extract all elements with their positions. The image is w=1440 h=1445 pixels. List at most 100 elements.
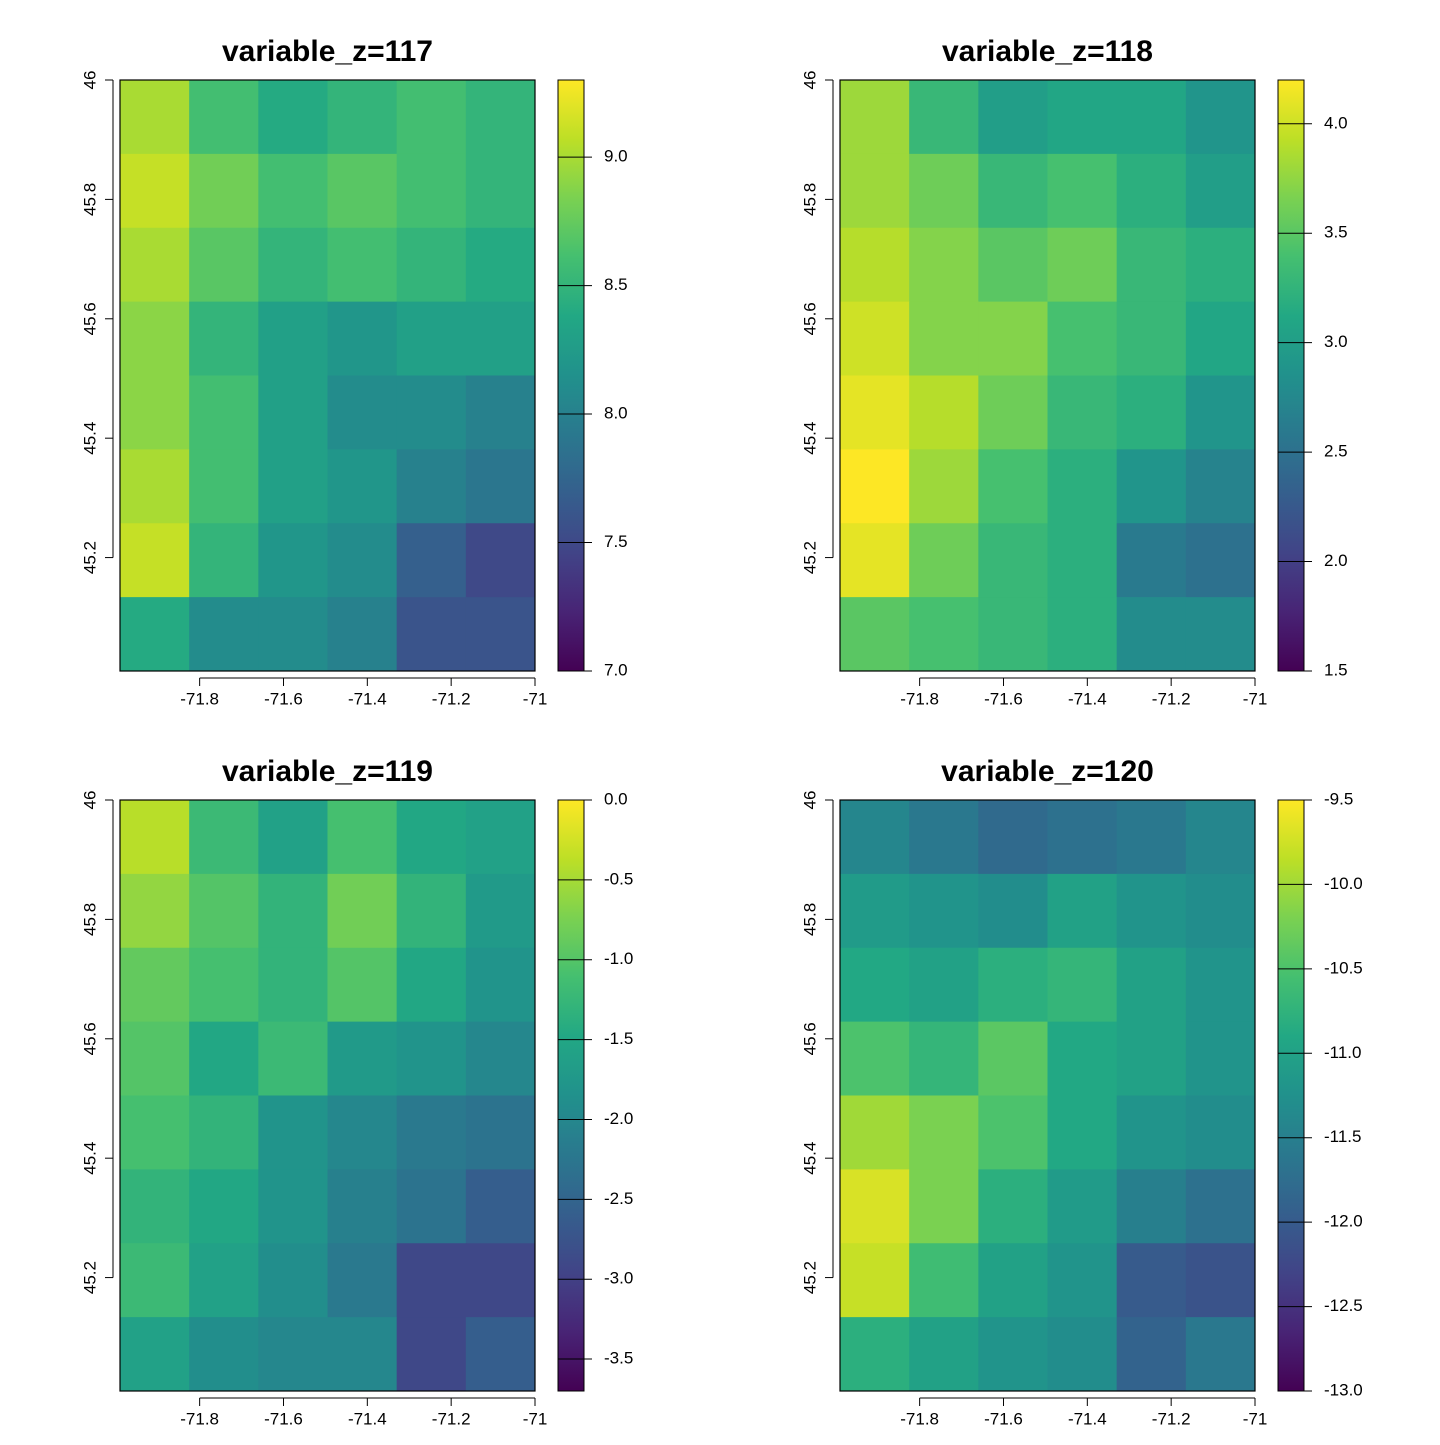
raster-cell [465, 301, 536, 376]
raster-cell [840, 800, 910, 875]
colorbar [557, 799, 585, 1392]
raster-cell [189, 80, 259, 155]
colorbar-tick-label: -9.5 [1324, 789, 1353, 808]
y-tick-label: 45.8 [800, 183, 819, 216]
raster-cell [258, 1169, 328, 1244]
raster-cell [978, 375, 1048, 450]
raster-cell [1047, 80, 1118, 155]
raster-cell [840, 449, 910, 524]
raster-cell [909, 597, 979, 672]
raster-cell [396, 375, 467, 450]
colorbar-tick-label: 7.0 [604, 660, 628, 679]
raster-cell [120, 1021, 190, 1096]
raster-cell [1047, 301, 1118, 376]
raster-cell [978, 523, 1048, 598]
raster-cell [1116, 523, 1187, 598]
raster-cell [396, 1095, 467, 1170]
raster-cell [1047, 947, 1118, 1023]
y-tick-label: 46 [80, 71, 99, 90]
raster-cell [258, 153, 328, 229]
colorbar-tick-label: -2.5 [604, 1189, 633, 1208]
raster-cell [258, 597, 328, 672]
raster-cell [1185, 947, 1256, 1023]
raster-cell [840, 80, 910, 155]
x-tick-label: -71.6 [264, 689, 303, 708]
raster-cell [1116, 80, 1187, 155]
raster-cell [978, 1317, 1048, 1392]
raster-cell [909, 1021, 979, 1096]
x-tick-label: -71.8 [900, 689, 939, 708]
x-tick-label: -71 [523, 1409, 548, 1428]
colorbar-tick-label: -1.5 [604, 1029, 633, 1048]
raster-cell [909, 523, 979, 598]
raster-cell [465, 947, 536, 1023]
raster-cell [1047, 449, 1118, 524]
x-tick-label: -71 [1243, 1409, 1268, 1428]
raster-cell [327, 597, 398, 672]
colorbar [557, 79, 585, 672]
raster-cell [1185, 80, 1256, 155]
raster-cell [258, 1021, 328, 1096]
colorbar-tick-label: -10.5 [1324, 958, 1363, 977]
x-tick-label: -71.8 [180, 1409, 219, 1428]
x-tick-label: -71.6 [984, 689, 1023, 708]
raster-cell [840, 301, 910, 376]
raster-cell [189, 227, 259, 303]
colorbar-tick-label: -12.5 [1324, 1296, 1363, 1315]
raster-cell [189, 301, 259, 376]
raster-cell [1185, 1169, 1256, 1244]
raster-cell [1047, 227, 1118, 303]
raster-cell [465, 800, 536, 875]
raster-cell [327, 449, 398, 524]
y-tick-label: 45.2 [800, 541, 819, 574]
raster-cell [189, 947, 259, 1023]
y-tick-label: 45.6 [80, 1022, 99, 1055]
raster-cell [189, 800, 259, 875]
colorbar-tick-label: -11.0 [1324, 1043, 1362, 1062]
raster-cell [465, 597, 536, 672]
raster-cell [978, 800, 1048, 875]
raster-cell [1116, 301, 1187, 376]
y-tick-label: 45.8 [80, 183, 99, 216]
x-tick-label: -71 [523, 689, 548, 708]
colorbar-tick-label: 1.5 [1324, 660, 1348, 679]
raster-cell [327, 227, 398, 303]
raster-cell [396, 153, 467, 229]
raster-cell [396, 597, 467, 672]
raster-cell [120, 1095, 190, 1170]
panel-title: variable_z=120 [941, 755, 1154, 788]
raster-cell [1047, 597, 1118, 672]
raster-cell [1185, 301, 1256, 376]
raster-cell [840, 153, 910, 229]
raster-cell [258, 227, 328, 303]
raster-cell [396, 523, 467, 598]
raster-cell [189, 1317, 259, 1392]
raster-cell [465, 523, 536, 598]
raster-cell [465, 873, 536, 949]
raster-cell [1116, 873, 1187, 949]
raster-cell [396, 873, 467, 949]
colorbar-tick-label: 2.0 [1324, 551, 1348, 570]
x-tick-label: -71.2 [1152, 689, 1191, 708]
raster-cell [120, 1169, 190, 1244]
raster-cell [327, 873, 398, 949]
raster-cell [120, 227, 190, 303]
x-tick-label: -71.4 [1068, 1409, 1107, 1428]
colorbar-tick-label: -13.0 [1324, 1380, 1363, 1399]
raster-cell [396, 800, 467, 875]
raster-cell [840, 1243, 910, 1318]
raster-cell [465, 449, 536, 524]
raster-cell [396, 80, 467, 155]
raster-cell [120, 800, 190, 875]
plot-frame [839, 79, 1256, 672]
raster-cell [189, 1243, 259, 1318]
raster-cell [909, 947, 979, 1023]
colorbar-tick-label: 4.0 [1324, 113, 1348, 132]
raster-cell [1047, 873, 1118, 949]
raster-cell [840, 597, 910, 672]
raster-cell [465, 1095, 536, 1170]
raster-cell [1047, 375, 1118, 450]
raster-cell [1116, 597, 1187, 672]
y-tick-label: 45.6 [800, 302, 819, 335]
